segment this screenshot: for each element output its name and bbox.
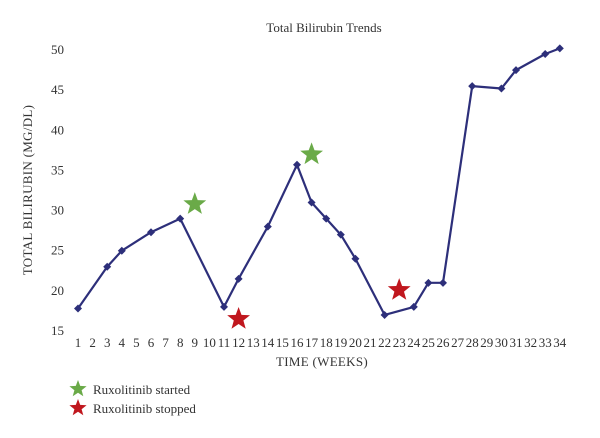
x-tick-label: 21 (364, 335, 377, 350)
x-tick-label: 5 (133, 335, 140, 350)
legend: Ruxolitinib started Ruxolitinib stopped (69, 380, 196, 416)
annotation-layer (183, 142, 411, 329)
legend-star-started-icon (69, 380, 87, 397)
data-point-marker (409, 302, 418, 311)
x-tick-label: 23 (393, 335, 406, 350)
x-tick-label: 12 (232, 335, 245, 350)
data-point-marker (307, 198, 316, 207)
x-tick-label: 24 (407, 335, 421, 350)
data-point-marker (220, 302, 228, 311)
x-tick-label: 22 (378, 335, 391, 350)
legend-label-started: Ruxolitinib started (93, 382, 191, 397)
x-tick-label: 10 (203, 335, 216, 350)
y-tick-label: 25 (51, 243, 64, 258)
x-tick-label: 17 (305, 335, 319, 350)
x-tick-label: 32 (524, 335, 537, 350)
data-point-marker (424, 278, 433, 287)
data-point-marker (176, 214, 185, 223)
x-tick-label: 30 (495, 335, 508, 350)
x-axis: 1 2 3 4 5 6 7 8 9 10 11 12 13 14 15 16 17 18 19 20 21 22 23 24 2… (75, 335, 567, 350)
data-point-marker (147, 228, 155, 237)
data-point-marker (497, 84, 506, 93)
x-tick-label: 33 (539, 335, 552, 350)
y-tick-label: 45 (51, 82, 64, 97)
legend-label-stopped: Ruxolitinib stopped (93, 401, 196, 416)
x-tick-label: 34 (553, 335, 567, 350)
x-tick-label: 31 (510, 335, 523, 350)
legend-item-stopped: Ruxolitinib stopped (69, 399, 196, 416)
x-tick-label: 19 (334, 335, 347, 350)
x-axis-title: TIME (WEEKS) (276, 354, 368, 369)
data-point-marker (468, 82, 477, 91)
data-point-marker (380, 310, 389, 319)
star-stopped-marker (227, 307, 250, 329)
x-tick-label: 3 (104, 335, 111, 350)
y-axis: 15 20 25 30 35 40 45 50 (51, 42, 64, 338)
y-tick-label: 40 (51, 122, 64, 137)
x-tick-label: 16 (291, 335, 305, 350)
data-point-marker (322, 214, 331, 223)
x-tick-label: 29 (480, 335, 493, 350)
x-tick-label: 9 (192, 335, 199, 350)
x-tick-label: 14 (261, 335, 275, 350)
x-tick-label: 11 (218, 335, 231, 350)
data-point-marker (234, 274, 243, 283)
x-tick-label: 6 (148, 335, 155, 350)
y-tick-label: 20 (51, 283, 64, 298)
legend-item-started: Ruxolitinib started (69, 380, 191, 397)
x-tick-label: 4 (119, 335, 126, 350)
data-point-marker (293, 160, 301, 169)
x-tick-label: 1 (75, 335, 82, 350)
star-started-marker (300, 142, 323, 165)
x-tick-label: 26 (437, 335, 451, 350)
x-tick-label: 25 (422, 335, 435, 350)
data-point-marker (263, 222, 272, 231)
data-point-marker (117, 246, 126, 255)
x-tick-label: 27 (451, 335, 465, 350)
data-point-marker (351, 254, 360, 263)
data-point-marker (555, 44, 564, 53)
x-tick-label: 20 (349, 335, 362, 350)
x-tick-label: 2 (89, 335, 96, 350)
data-point-marker (541, 50, 550, 59)
y-tick-label: 15 (51, 323, 64, 338)
y-tick-label: 50 (51, 42, 64, 57)
x-tick-label: 18 (320, 335, 333, 350)
y-axis-title: TOTAL BILIRUBIN (MG/DL) (20, 105, 35, 276)
x-tick-label: 8 (177, 335, 184, 350)
star-stopped-marker (387, 278, 411, 300)
data-point-marker (439, 278, 447, 287)
data-point-marker (336, 230, 345, 239)
series-layer (74, 44, 564, 319)
data-point-marker (512, 66, 520, 75)
data-point-marker (103, 262, 112, 271)
chart-title: Total Bilirubin Trends (266, 20, 381, 35)
series-line (77, 47, 561, 316)
x-tick-label: 13 (247, 335, 260, 350)
star-started-marker (183, 192, 207, 214)
y-tick-label: 35 (51, 162, 64, 177)
x-tick-label: 15 (276, 335, 289, 350)
data-point-marker (74, 304, 82, 313)
legend-star-stopped-icon (69, 399, 87, 416)
y-tick-label: 30 (51, 203, 64, 218)
x-tick-label: 28 (466, 335, 479, 350)
x-tick-label: 7 (162, 335, 169, 350)
